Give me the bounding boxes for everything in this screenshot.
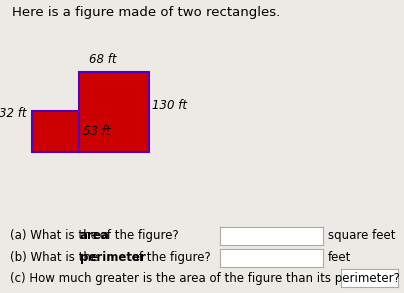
Text: area: area (80, 229, 110, 242)
Text: 68 ft: 68 ft (89, 53, 117, 67)
Text: (b) What is the: (b) What is the (10, 251, 102, 264)
Text: 130 ft: 130 ft (152, 99, 187, 112)
Text: feet: feet (328, 251, 351, 264)
Text: square feet: square feet (328, 229, 396, 242)
Bar (79, 72, 149, 152)
Bar (32, 111, 79, 152)
Text: of the figure?: of the figure? (128, 251, 211, 264)
Text: 53 ft: 53 ft (83, 125, 110, 138)
Text: Here is a figure made of two rectangles.: Here is a figure made of two rectangles. (12, 6, 280, 19)
Text: (c) How much greater is the area of the figure than its perimeter?: (c) How much greater is the area of the … (10, 272, 400, 285)
Text: 32 ft: 32 ft (0, 108, 26, 120)
Text: of the figure?: of the figure? (96, 229, 179, 242)
Text: perimeter: perimeter (80, 251, 146, 264)
Text: (a) What is the: (a) What is the (10, 229, 102, 242)
